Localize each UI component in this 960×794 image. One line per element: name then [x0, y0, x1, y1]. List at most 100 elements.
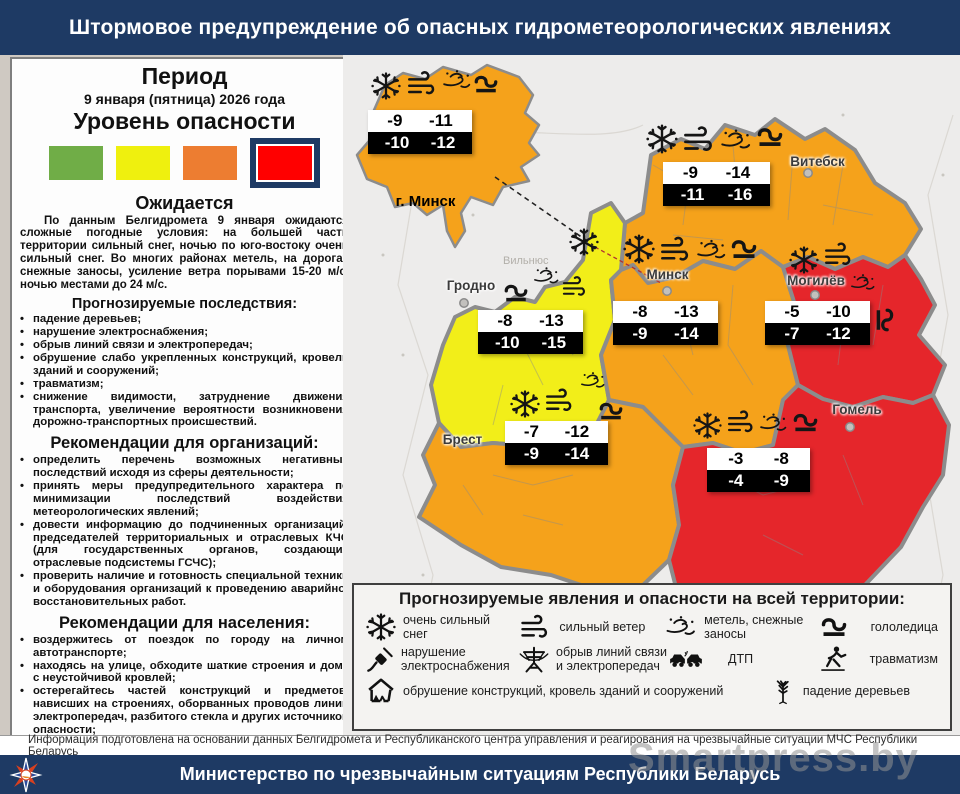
blizzard-icon [442, 68, 472, 94]
temp-box-brest: -7 -12 -9 -14 [505, 421, 608, 465]
ice-icon [756, 123, 784, 151]
night-temps: -10 -12 [368, 132, 472, 154]
day-temps: -8 -13 [613, 301, 718, 323]
header-bar: Штормовое предупреждение об опасных гидр… [0, 0, 960, 55]
legend-item: нарушение электроснабжения [366, 645, 519, 674]
danger-swatch-orange [183, 145, 237, 180]
blizzard-icon [696, 237, 727, 265]
wind-icon [660, 235, 693, 265]
list-item: • остерегайтесь частей конструкций и пред… [20, 685, 349, 736]
consequences-title: Прогнозируемые последствия: [71, 296, 298, 313]
legend-item: травматизм [819, 645, 938, 673]
list-item: • проверить наличие и готовность специаль… [20, 570, 349, 608]
expected-title: Ожидается [135, 192, 234, 213]
list-item: • травматизм; [20, 377, 104, 390]
city-label-gomel: Гомель [832, 402, 882, 417]
day-temps: -8 -13 [478, 310, 583, 332]
snow-icon [510, 389, 540, 419]
danger-swatch-yellow [116, 145, 170, 180]
danger-swatch-red-frame [250, 137, 320, 188]
legend-item: падение деревьев [770, 676, 910, 706]
night-temps: -7 -12 [765, 323, 870, 345]
city-dot-mogilev [810, 290, 820, 300]
inset-connector-line [494, 176, 594, 246]
list-item: • находясь на улице, обходите шаткие стро… [20, 659, 349, 685]
period-date: 9 января (пятница) 2026 года [84, 90, 285, 107]
legend-item: ДТП [669, 647, 819, 671]
night-temps: -4 -9 [707, 470, 810, 492]
snow-icon [623, 233, 655, 265]
ice-icon [473, 71, 499, 97]
wind-icon [683, 125, 717, 155]
night-temps: -11 -16 [663, 184, 770, 206]
building-collapse-icon [366, 676, 396, 706]
footer-bar: Министерство по чрезвычайным ситуациям Р… [0, 755, 960, 794]
snow-icon [693, 411, 722, 440]
list-item: • воздержитесь от поездок по городу на ли… [20, 633, 349, 659]
injury-icon [819, 645, 847, 673]
list-item: • определить перечень возможных негативны… [20, 454, 349, 480]
temp-box-grodno: -8 -13 -10 -15 [478, 310, 583, 354]
snow-icon [789, 245, 819, 275]
legend-item: метель, снежные заносы [665, 613, 819, 642]
city-dots [459, 168, 855, 432]
powerline-break-icon [519, 644, 549, 674]
night-temps: -9 -14 [613, 323, 718, 345]
ice-icon [730, 235, 758, 263]
legend-row: очень сильный снег сильный ветер метель,… [354, 612, 950, 642]
blizzard-icon [533, 265, 560, 289]
legend-item: гололедица [820, 613, 938, 641]
day-temps: -5 -10 [765, 301, 870, 323]
list-item: • нарушение электроснабжения; [20, 326, 209, 339]
blizzard-icon [580, 370, 606, 393]
blizzard-icon [720, 127, 752, 155]
expected-text: По данным Белгидромета 9 января ожидаютс… [20, 214, 349, 292]
city-dot-gomel [845, 422, 855, 432]
info-source-text: Информация подготовлена на основании дан… [28, 733, 918, 758]
blizzard-icon [759, 411, 788, 437]
ice-icon [820, 613, 848, 641]
period-title: Период [141, 63, 228, 89]
city-label-brest: Брест [442, 432, 483, 447]
temp-box-minsk: -8 -13 -9 -14 [613, 301, 718, 345]
city-label-minsk: Минск [646, 267, 689, 282]
danger-swatch-red [258, 145, 312, 180]
list-item: • довести информацию до подчиненных орган… [20, 518, 349, 570]
wind-icon [407, 70, 439, 98]
night-temps: -10 -15 [478, 332, 583, 354]
snow-icon [569, 227, 599, 257]
temp-box-gomel: -3 -8 -4 -9 [707, 448, 810, 492]
legend-row: нарушение электроснабжения обрыв линий с… [354, 644, 950, 674]
danger-level-title: Уровень опасности [73, 107, 296, 134]
legend-title: Прогнозируемые явления и опасности на вс… [399, 589, 905, 608]
ice-icon [872, 307, 898, 333]
danger-swatch-green [49, 145, 103, 180]
inset-connector-line-red [594, 246, 662, 284]
legend-panel: Прогнозируемые явления и опасности на вс… [352, 583, 952, 731]
background-map-label: Вильнюс [503, 255, 549, 267]
city-label-grodno: Гродно [446, 278, 496, 293]
temp-box-mogilev: -5 -10 -7 -12 [765, 301, 870, 345]
wind-icon [562, 275, 589, 299]
wind-icon [727, 409, 757, 436]
list-item: • снижение видимости, затруднение движени… [20, 390, 349, 429]
legend-row: обрушение конструкций, кровель зданий и … [354, 676, 950, 706]
day-temps: -3 -8 [707, 448, 810, 470]
danger-level-scale [20, 137, 349, 189]
snow-icon [371, 71, 401, 101]
city-label-minsk-inset: г. Минск [395, 193, 456, 210]
day-temps: -9 -14 [663, 162, 770, 184]
wind-icon [824, 241, 855, 269]
list-item: • обрыв линий связи и электропередач; [20, 339, 253, 352]
population-recommendations-title: Рекомендации для населения: [58, 613, 311, 632]
day-temps: -9 -11 [368, 110, 472, 132]
snow-icon [646, 123, 678, 155]
night-temps: -9 -14 [505, 443, 608, 465]
snow-icon [366, 612, 396, 642]
blizzard-icon [665, 614, 697, 641]
falling-tree-icon [770, 676, 796, 706]
city-dot-vitebsk [803, 168, 813, 178]
legend-item: обрыв линий связи и электропередач [519, 644, 669, 674]
ministry-title: Министерство по чрезвычайным ситуациям Р… [179, 764, 781, 784]
list-item: • падение деревьев; [20, 313, 142, 326]
